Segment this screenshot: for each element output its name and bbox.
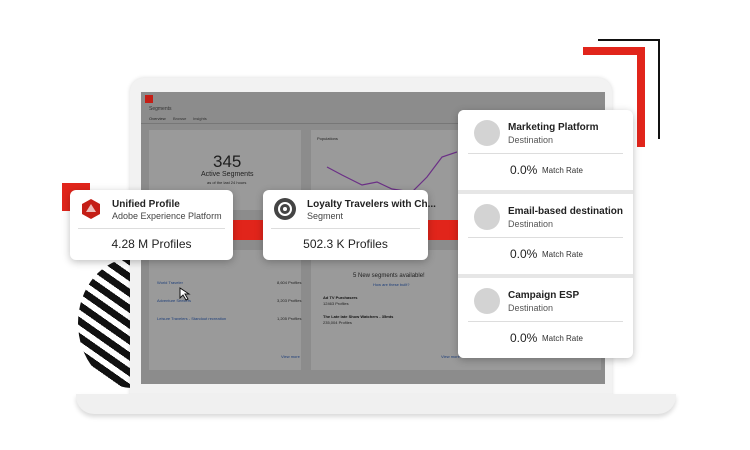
- match-rate-label: Match Rate: [542, 250, 583, 259]
- screen-title: Segments: [149, 106, 172, 112]
- populations-line: [326, 151, 457, 193]
- new-segments-link[interactable]: How are these built?: [373, 282, 410, 287]
- card-value: 502.3 K Profiles: [303, 237, 388, 251]
- populations-title: Populations: [317, 136, 338, 141]
- profile-card[interactable]: Unified Profile Adobe Experience Platfor…: [70, 190, 233, 260]
- summary-count: 345: [213, 152, 242, 171]
- app-logo: [145, 95, 153, 103]
- destination-name: Email-based destination: [508, 206, 624, 217]
- cursor: [179, 287, 191, 301]
- match-rate: 0.0%: [510, 331, 538, 345]
- card-value: 4.28 M Profiles: [111, 237, 192, 251]
- connector-bar: [225, 220, 270, 240]
- decor-black-corner: [598, 39, 660, 139]
- summary-note: as of the last 24 hours: [207, 180, 247, 185]
- decor-red-corner: [583, 47, 645, 147]
- match-rate-label: Match Rate: [542, 334, 583, 343]
- destination[interactable]: Marketing Platform Destination 0.0% Match R…: [458, 110, 633, 190]
- new-segments-title: 5 New segments available!: [353, 273, 425, 279]
- segment-profiles: 1,205 Profiles: [277, 316, 302, 321]
- summary-label: Active Segments: [201, 171, 254, 178]
- destination-kind: Destination: [508, 135, 554, 145]
- divider: [468, 237, 623, 238]
- card-subtitle: Segment: [307, 211, 344, 221]
- destinations-panel: Marketing Platform Destination 0.0% Match R…: [458, 110, 633, 358]
- new-segment-name: Ad TV Purchasers: [323, 295, 358, 300]
- divider: [468, 153, 623, 154]
- destination-avatar: [474, 204, 500, 230]
- segment-icon: [274, 198, 296, 220]
- tab[interactable]: Insights: [193, 116, 207, 121]
- connector-bar: [420, 220, 465, 240]
- divider: [141, 123, 605, 124]
- populations-chart: [326, 151, 457, 193]
- segment-profiles: 8,604 Profiles: [277, 280, 302, 285]
- destination-avatar: [474, 288, 500, 314]
- profile-icon: [82, 199, 100, 219]
- card-subtitle: Adobe Experience Platform: [112, 211, 222, 221]
- divider: [271, 228, 420, 229]
- tab[interactable]: Browse: [173, 116, 187, 121]
- view-more[interactable]: View more: [281, 354, 300, 359]
- destination-avatar: [474, 120, 500, 146]
- card-title: Loyalty Travelers with Ch...: [307, 199, 436, 210]
- segment-list-panel: [149, 250, 301, 370]
- destination-kind: Destination: [508, 303, 554, 313]
- new-segment-profiles: 12463 Profiles: [323, 301, 349, 306]
- segment-card[interactable]: Loyalty Travelers with Ch... Segment 502…: [263, 190, 436, 260]
- match-rate: 0.0%: [510, 247, 538, 261]
- destination-name: Campaign ESP: [508, 290, 580, 301]
- destination-name: Marketing Platform: [508, 122, 599, 133]
- card-title: Unified Profile: [112, 199, 180, 210]
- match-rate-label: Match Rate: [542, 166, 583, 175]
- divider: [468, 321, 623, 322]
- new-segment-profiles: 235,004 Profiles: [323, 320, 352, 325]
- tab[interactable]: Overview: [149, 116, 166, 121]
- segment-name[interactable]: Leisure Travelers - Standout recreation: [157, 316, 227, 321]
- segment-profiles: 3,203 Profiles: [277, 298, 302, 303]
- segment-name[interactable]: Adventure Seekers: [157, 298, 192, 303]
- destination-kind: Destination: [508, 219, 554, 229]
- view-more[interactable]: View more: [441, 354, 460, 359]
- divider: [78, 228, 225, 229]
- new-segment-name: The Late late Show Watchers - 35mts: [323, 314, 394, 319]
- match-rate: 0.0%: [510, 163, 538, 177]
- segment-name[interactable]: World Traveler: [157, 280, 183, 285]
- destination[interactable]: Email-based destination Destination 0.0% Ma…: [458, 194, 633, 274]
- destination[interactable]: Campaign ESP Destination 0.0% Match Rate: [458, 278, 633, 358]
- laptop-base: [76, 394, 676, 414]
